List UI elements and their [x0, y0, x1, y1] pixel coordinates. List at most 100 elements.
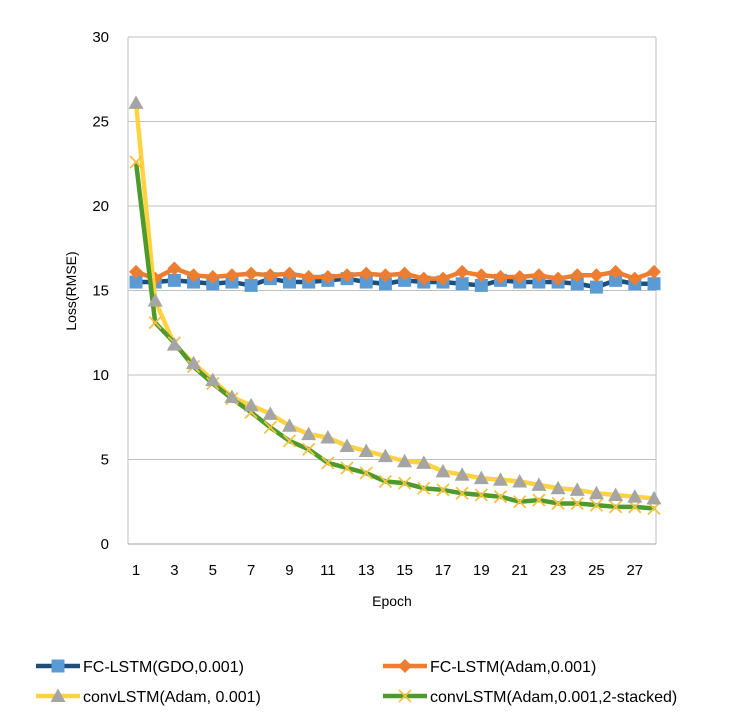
data-point	[147, 293, 163, 307]
data-point	[589, 280, 603, 294]
data-point	[339, 438, 355, 452]
data-point	[397, 453, 413, 468]
data-point	[646, 490, 662, 505]
data-point	[320, 430, 336, 444]
data-point	[129, 155, 143, 169]
data-point	[129, 264, 143, 279]
data-point	[378, 474, 393, 489]
series-fc-lstm-adam	[129, 261, 661, 286]
legend-swatch-marker	[50, 688, 66, 702]
data-point	[281, 418, 297, 432]
data-point	[570, 496, 584, 511]
y-axis-title: Loss(RMSE)	[63, 251, 79, 330]
data-point	[359, 275, 373, 289]
series-line-fc-lstm-gdo	[136, 276, 654, 290]
x-tick-label: 9	[285, 562, 293, 579]
data-point	[205, 372, 221, 387]
x-tick-labels: 1 3 5 7 9 11 13 15 17 19 21 23 25 27	[132, 562, 643, 579]
y-tick-label: 15	[92, 283, 109, 300]
data-point	[397, 476, 412, 490]
data-point	[128, 95, 144, 109]
data-point	[455, 486, 469, 500]
data-point	[455, 277, 469, 291]
legend-swatch-marker	[398, 659, 412, 673]
legend-swatch-marker	[398, 689, 412, 703]
y-tick-label: 5	[101, 452, 109, 469]
data-point	[570, 277, 584, 291]
data-point	[493, 472, 509, 486]
data-point	[377, 448, 393, 463]
series-line-convlstm-adam	[133, 102, 655, 501]
data-point	[340, 268, 355, 283]
data-point	[512, 473, 528, 488]
data-point	[628, 500, 642, 514]
data-point	[282, 275, 296, 289]
data-point	[166, 337, 182, 351]
data-point	[358, 443, 374, 458]
data-point	[301, 269, 316, 284]
legend: FC-LSTM(GDO,0.001) FC-LSTM(Adam,0.001) con…	[36, 659, 677, 706]
data-point	[340, 461, 354, 475]
data-point	[588, 485, 604, 500]
y-tick-labels: 0 5 10 15 20 25 30	[92, 29, 109, 553]
data-point	[531, 477, 547, 491]
data-point	[417, 481, 431, 495]
x-tick-label: 3	[170, 562, 178, 579]
data-point	[416, 455, 432, 469]
x-tick-label: 15	[396, 562, 413, 579]
data-point	[474, 278, 488, 292]
data-point	[589, 498, 604, 512]
data-point	[609, 273, 623, 287]
x-tick-label: 17	[435, 562, 452, 579]
data-point	[474, 268, 489, 283]
legend-item-convlstm-adam: convLSTM(Adam, 0.001)	[36, 688, 261, 706]
data-point	[359, 466, 373, 480]
series-convlstm-2-stacked	[129, 155, 661, 516]
data-point	[647, 264, 661, 279]
data-point	[512, 269, 527, 284]
data-point	[550, 480, 566, 495]
data-point	[532, 493, 546, 507]
data-point	[493, 490, 508, 504]
legend-item-fc-lstm-adam: FC-LSTM(Adam,0.001)	[383, 659, 596, 676]
data-point	[474, 488, 488, 502]
data-point	[243, 397, 259, 412]
data-point	[608, 264, 623, 279]
data-point	[454, 467, 470, 481]
data-point	[244, 266, 259, 281]
x-tick-label: 21	[511, 562, 528, 579]
data-point	[570, 268, 585, 283]
x-tick-label: 11	[320, 562, 336, 579]
data-point	[647, 501, 661, 516]
data-point	[321, 456, 335, 470]
series-layer	[128, 95, 662, 516]
legend-item-fc-lstm-gdo: FC-LSTM(GDO,0.001)	[36, 659, 244, 676]
data-point	[435, 463, 451, 478]
legend-label: convLSTM(Adam, 0.001)	[83, 689, 261, 706]
y-tick-label: 10	[92, 367, 109, 384]
data-point	[129, 275, 143, 289]
data-point	[282, 434, 297, 448]
data-point	[148, 315, 162, 330]
x-tick-label: 23	[550, 562, 567, 579]
data-point	[455, 264, 470, 279]
series-convlstm-adam-markers	[128, 95, 662, 505]
data-point	[378, 268, 393, 283]
data-point	[224, 389, 240, 403]
data-point	[416, 271, 431, 286]
data-point	[186, 355, 202, 370]
legend-label: FC-LSTM(Adam,0.001)	[430, 659, 596, 676]
data-point	[551, 271, 566, 286]
data-point	[589, 268, 604, 283]
data-point	[493, 269, 508, 284]
data-point	[282, 266, 297, 281]
x-tick-label: 13	[358, 562, 375, 579]
x-tick-label: 5	[209, 562, 217, 579]
y-tick-label: 30	[92, 29, 109, 46]
legend-swatch-marker	[51, 659, 65, 673]
data-point	[263, 420, 277, 435]
data-point	[301, 426, 317, 441]
data-point	[244, 278, 258, 292]
data-point	[320, 269, 335, 284]
